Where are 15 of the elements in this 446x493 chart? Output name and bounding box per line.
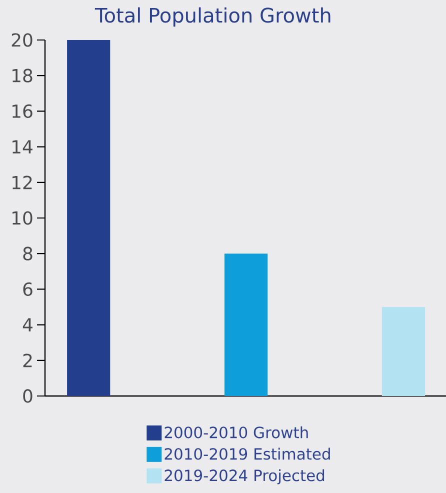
y-tick-label: 20 [12, 33, 32, 47]
y-tick-label: 12 [12, 176, 32, 190]
legend-label: 2010-2019 Estimated [164, 448, 330, 460]
y-tick-label: 2 [23, 354, 32, 368]
y-tick-label: 10 [12, 211, 32, 225]
legend-label: 2019-2024 Projected [164, 469, 324, 484]
y-tick-label: 0 [23, 389, 32, 403]
y-tick-label: 14 [12, 140, 32, 154]
y-tick-label: 6 [23, 282, 32, 296]
legend-label: 2000-2010 Growth [164, 426, 308, 438]
y-tick-label: 16 [12, 104, 32, 118]
y-tick-label: 18 [12, 68, 32, 82]
chart-title: Total Population Growth [94, 7, 330, 27]
y-tick-label: 8 [23, 246, 32, 260]
y-tick-label: 4 [22, 318, 32, 332]
